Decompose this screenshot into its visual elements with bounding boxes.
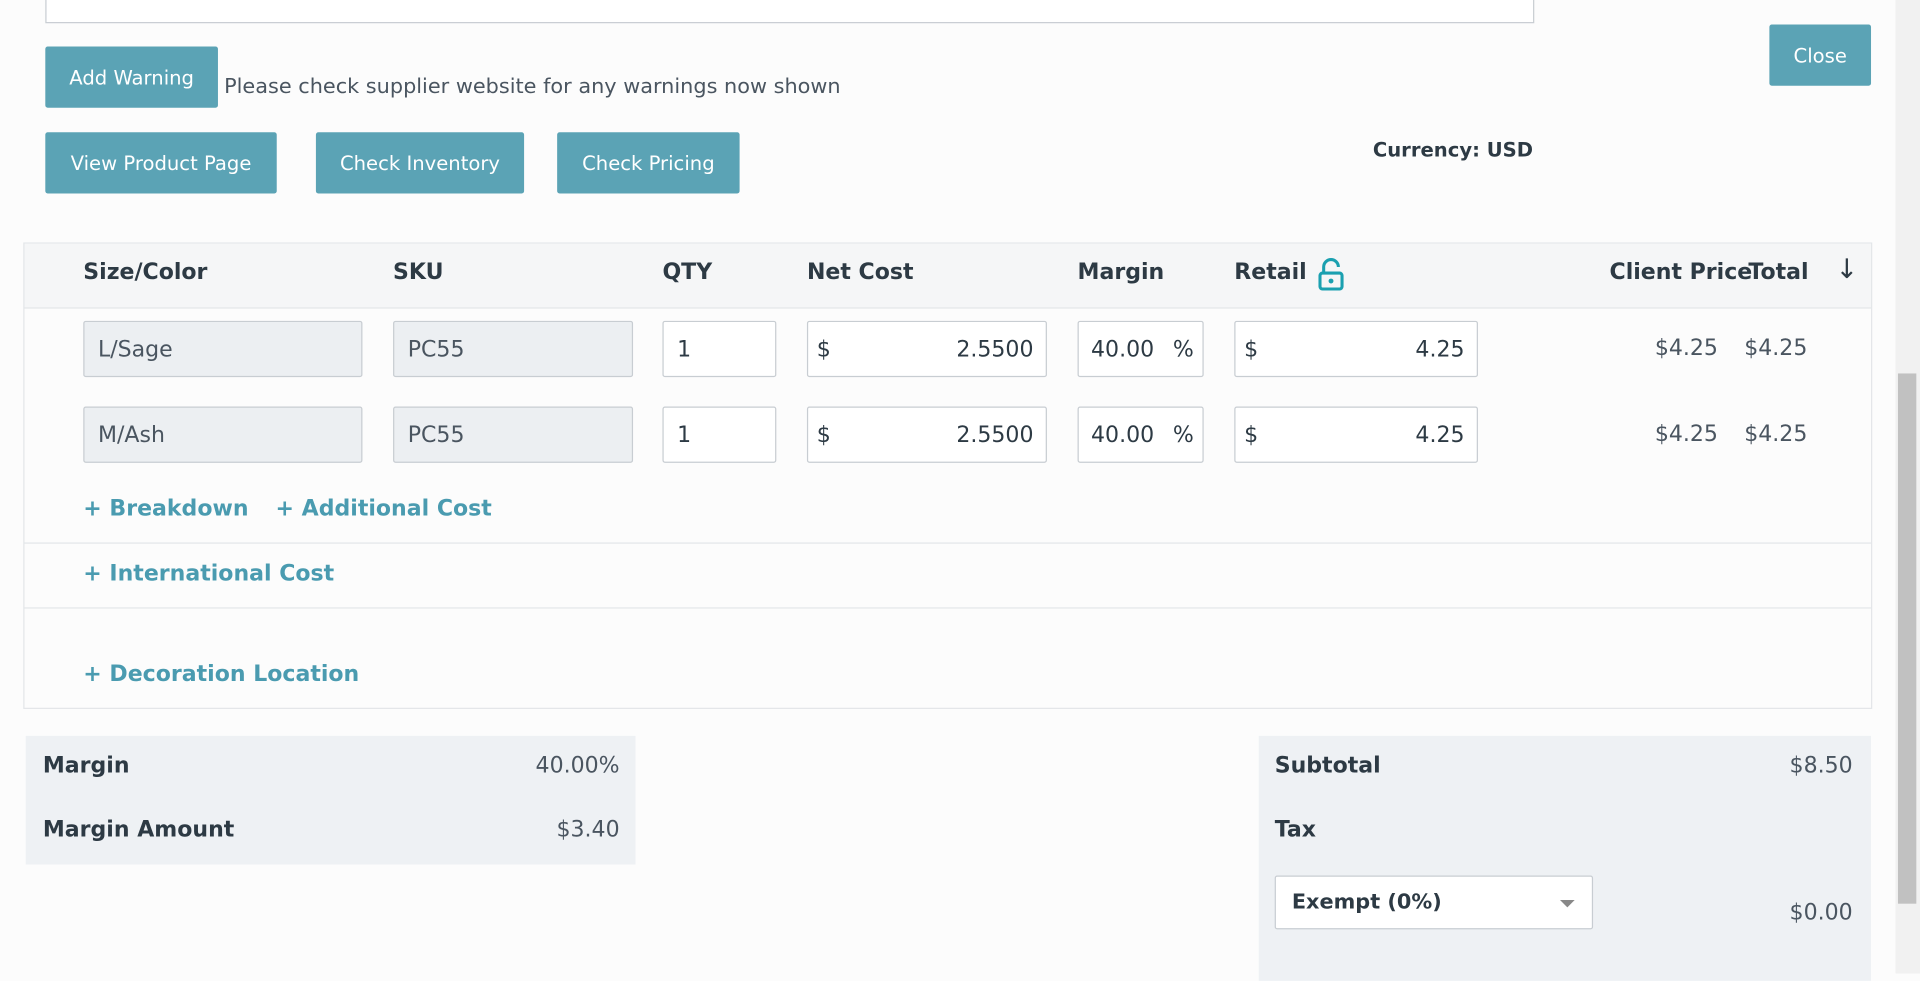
check-pricing-button[interactable]: Check Pricing <box>557 132 740 194</box>
summary-label: Margin <box>42 753 130 779</box>
net-cost-value: 2.5500 <box>956 421 1034 448</box>
retail-value: 4.25 <box>1415 421 1465 448</box>
client-price: $4.25 <box>1654 335 1718 362</box>
sku-input: PC55 <box>393 406 634 463</box>
margin-input[interactable]: 40.00% <box>1077 320 1204 378</box>
header: Total <box>1748 259 1809 286</box>
margin-input[interactable]: 40.00% <box>1077 406 1204 463</box>
scrollbar-thumb[interactable] <box>1897 373 1917 904</box>
additional-cost-link[interactable]: + Additional Cost <box>275 495 492 522</box>
dropdown-caret <box>1560 900 1575 915</box>
sort-arrow[interactable]: ↓ <box>1835 254 1859 286</box>
table-header <box>24 243 1872 309</box>
add-warning-button[interactable]: Add Warning <box>45 46 218 108</box>
percent-symbol: % <box>1172 421 1194 448</box>
qty-input[interactable]: 1 <box>662 406 777 463</box>
net-cost-value: 2.5500 <box>956 336 1034 362</box>
retail-input[interactable]: $4.25 <box>1234 320 1478 378</box>
size-color-input: M/Ash <box>83 406 363 463</box>
header: Retail <box>1234 259 1307 286</box>
decoration-location-link[interactable]: + Decoration Location <box>83 661 360 687</box>
currency-symbol: $ <box>816 421 831 448</box>
summary-value: 40.00% <box>535 753 620 779</box>
header: Size/Color <box>83 259 208 286</box>
currency: Currency: USD <box>1372 138 1534 162</box>
lock-icon[interactable] <box>1318 257 1345 291</box>
margin-value: 40.00 <box>1091 421 1155 448</box>
check-inventory-button[interactable]: Check Inventory <box>315 132 525 194</box>
total: $4.25 <box>1744 335 1808 362</box>
view-product-button[interactable]: View Product Page <box>45 132 277 194</box>
summary-label: Margin Amount <box>42 816 235 843</box>
currency-symbol: $ <box>1244 421 1259 448</box>
header: Client Price <box>1609 259 1753 286</box>
qty-input[interactable]: 1 <box>662 320 777 378</box>
items-panel <box>23 242 1873 709</box>
close-button[interactable]: Close <box>1769 24 1872 86</box>
header: Net Cost <box>806 259 914 286</box>
international-cost-link[interactable]: + International Cost <box>83 560 335 587</box>
sku-input: PC55 <box>393 320 634 378</box>
tax-select-text: Exempt (0%) <box>1291 890 1442 915</box>
divider <box>24 607 1872 609</box>
retail-value: 4.25 <box>1415 336 1465 362</box>
breakdown-link[interactable]: + Breakdown <box>83 495 249 522</box>
percent-symbol: % <box>1172 336 1194 362</box>
notes-textarea[interactable] <box>45 0 1535 24</box>
total: $4.25 <box>1744 421 1808 447</box>
currency-symbol: $ <box>1244 336 1259 362</box>
margin-summary <box>25 735 636 865</box>
subtotal-label: Subtotal <box>1274 753 1381 779</box>
tax-label: Tax <box>1274 816 1316 843</box>
header: SKU <box>393 259 444 286</box>
currency-symbol: $ <box>816 336 831 362</box>
divider <box>24 542 1872 544</box>
header: Margin <box>1077 259 1165 286</box>
summary-value: $3.40 <box>556 816 620 843</box>
scrollbar[interactable] <box>1895 0 1920 974</box>
tax-select[interactable]: Exempt (0%) <box>1274 875 1594 930</box>
net-cost-input[interactable]: $2.5500 <box>806 406 1047 463</box>
subtotal-value: $8.50 <box>1789 753 1853 779</box>
margin-value: 40.00 <box>1091 336 1155 362</box>
retail-input[interactable]: $4.25 <box>1234 406 1478 463</box>
header: QTY <box>662 259 713 286</box>
net-cost-input[interactable]: $2.5500 <box>806 320 1047 378</box>
client-price: $4.25 <box>1654 421 1718 447</box>
totals-summary <box>1258 735 1872 981</box>
size-color-input: L/Sage <box>83 320 363 378</box>
tax-value: $0.00 <box>1789 900 1853 926</box>
warning-text: Please check supplier website for any wa… <box>224 74 841 100</box>
